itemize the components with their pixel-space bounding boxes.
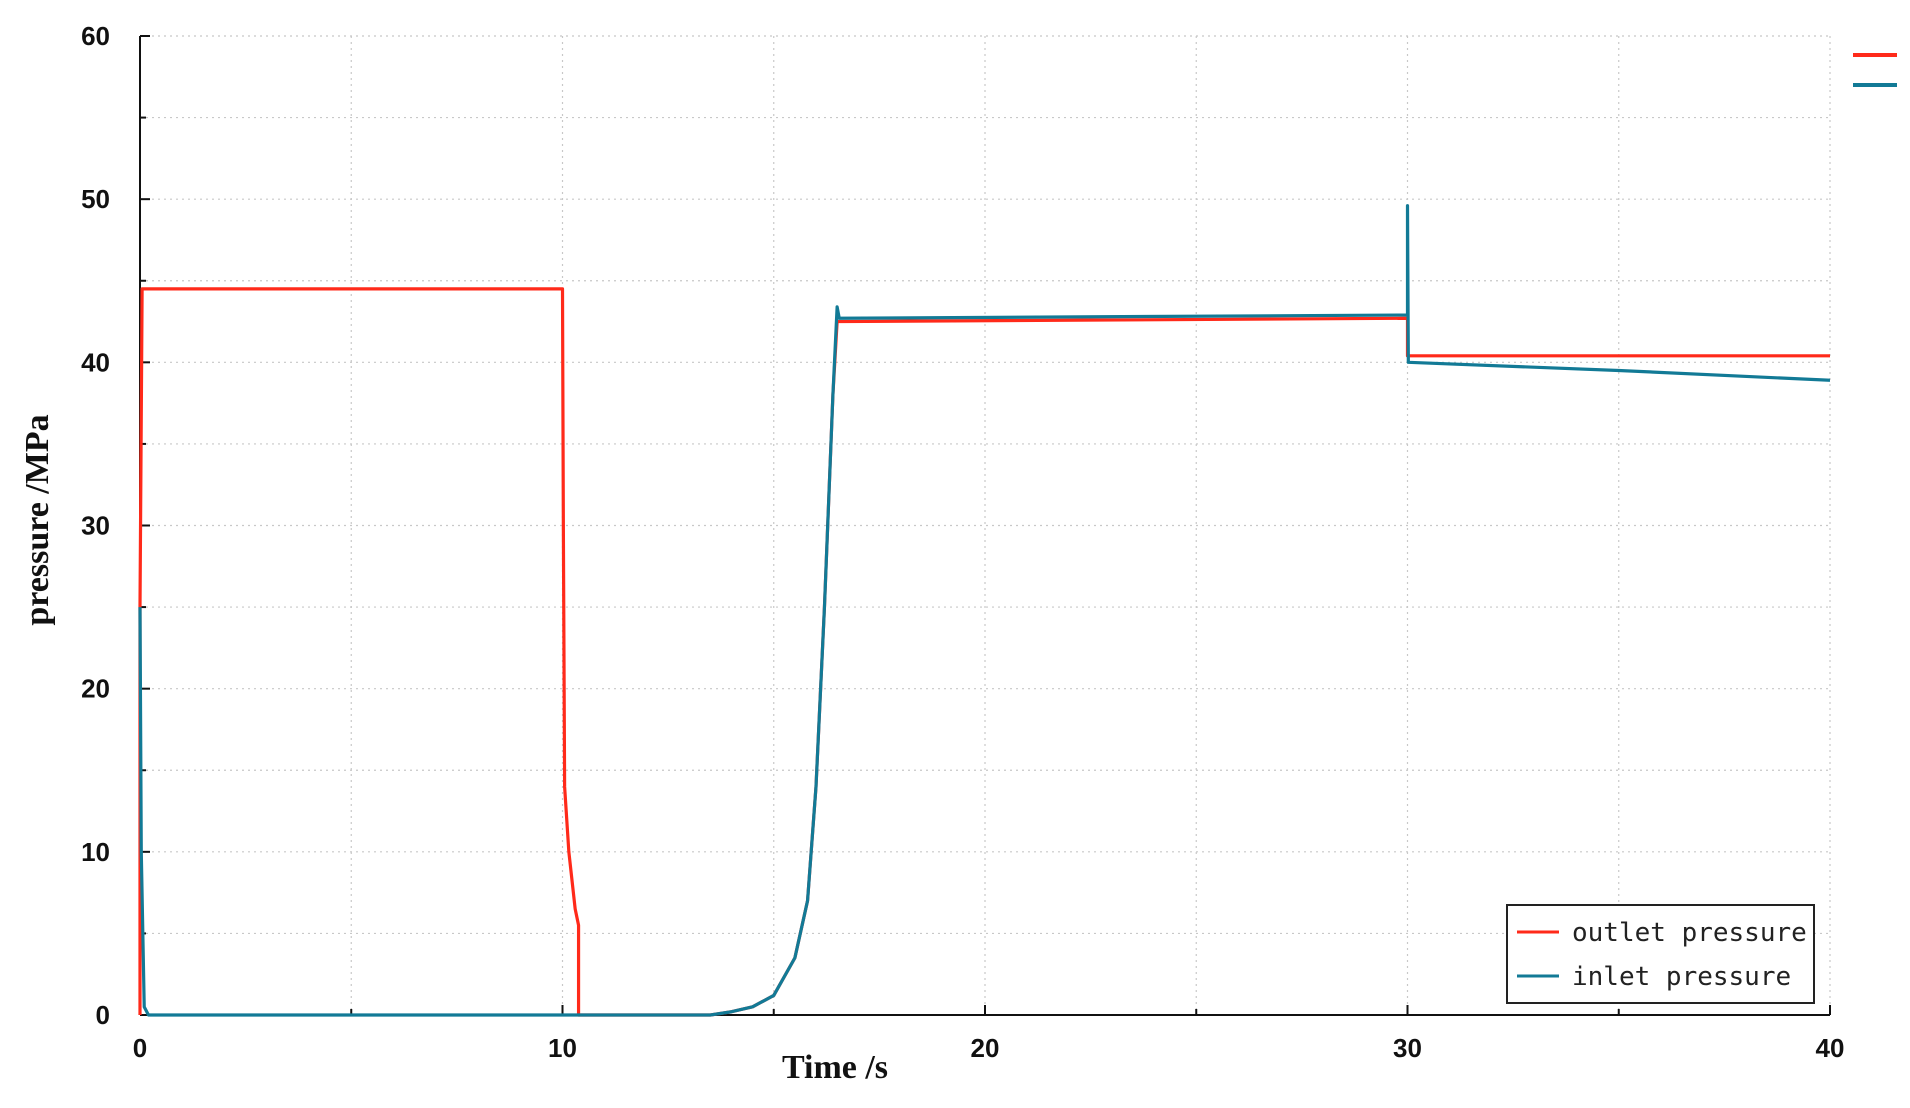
legend-label-outlet: outlet pressure (1572, 918, 1807, 948)
y-tick-label: 30 (81, 511, 110, 541)
x-tick-label: 40 (1816, 1033, 1845, 1063)
y-tick-label: 40 (81, 347, 110, 377)
x-tick-label: 30 (1393, 1033, 1422, 1063)
x-tick-label: 20 (971, 1033, 1000, 1063)
x-axis-title: Time /s (782, 1049, 888, 1086)
grid (140, 35, 1831, 1015)
y-tick-label: 0 (96, 1000, 110, 1030)
y-tick-label: 20 (81, 674, 110, 704)
top-right-markers (1853, 53, 1897, 87)
tick-labels: 0 10 20 30 40 50 60 0 10 20 30 40 (81, 21, 1844, 1063)
y-axis-title: pressure /MPa (19, 414, 56, 625)
x-tick-label: 0 (133, 1033, 147, 1063)
y-tick-label: 50 (81, 184, 110, 214)
y-tick-label: 60 (81, 21, 110, 51)
legend: outlet pressure inlet pressure (1506, 904, 1815, 1004)
legend-box (1506, 904, 1815, 1004)
legend-label-inlet: inlet pressure (1572, 962, 1791, 992)
y-tick-label: 10 (81, 837, 110, 867)
series-line-inlet-pressure (138, 204, 1831, 1017)
series-layer (138, 204, 1831, 1017)
x-tick-label: 10 (548, 1033, 577, 1063)
